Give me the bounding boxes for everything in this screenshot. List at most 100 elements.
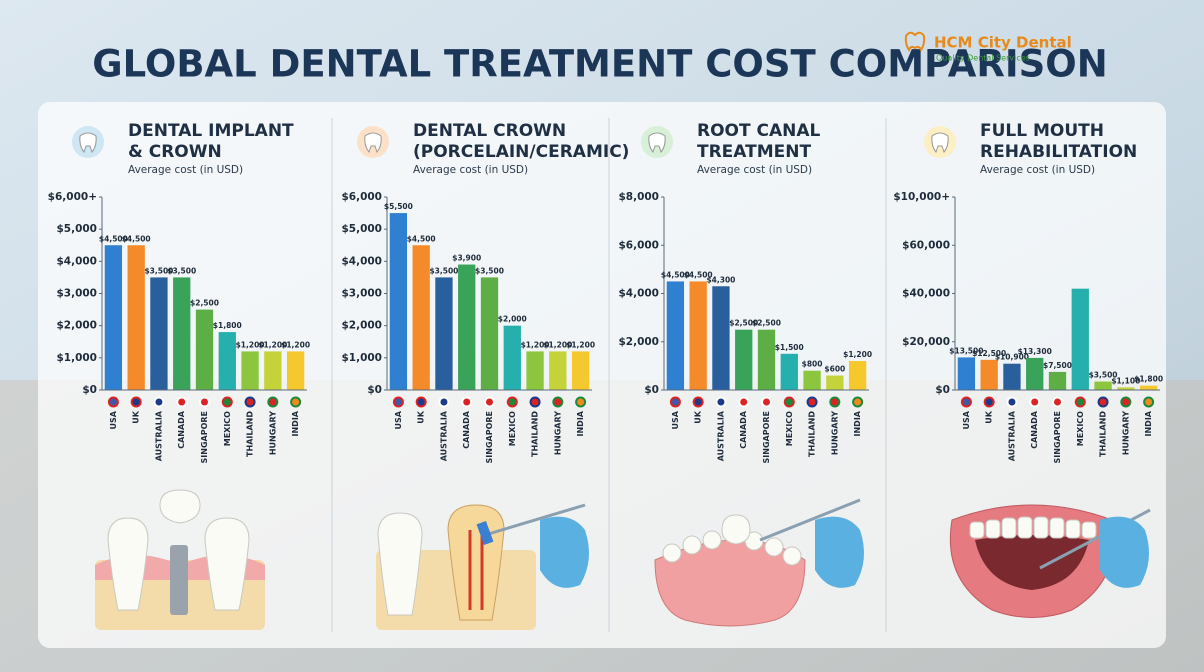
y-tick-label: $60,000	[902, 239, 950, 251]
bar	[826, 375, 844, 390]
flag	[738, 396, 750, 408]
bar	[412, 245, 430, 390]
flag	[852, 396, 864, 408]
chart-title: TREATMENT	[697, 142, 811, 162]
value-label: $4,300	[706, 275, 735, 284]
chart-subtitle: Average cost (in USD)	[413, 164, 528, 176]
value-label: $3,900	[452, 254, 481, 263]
value-label: $3,500	[144, 266, 173, 275]
bar	[286, 351, 305, 390]
flag	[715, 396, 727, 408]
flag	[221, 396, 233, 408]
flag	[529, 396, 541, 408]
bar	[549, 351, 567, 390]
chart-icon-tooth	[648, 132, 666, 154]
value-label: $1,100	[1111, 376, 1140, 385]
y-tick-label: $1,000	[341, 352, 382, 364]
flag	[552, 396, 564, 408]
chart-icon-tooth	[931, 132, 949, 154]
flag	[484, 396, 495, 408]
x-tick-label: INDIA	[291, 410, 300, 436]
x-tick-label: AUSTRALIA	[154, 410, 163, 461]
x-tick-label: THAILAND	[246, 411, 255, 457]
x-tick-label: THAILAND	[1099, 411, 1108, 457]
value-label: $12,500	[972, 349, 1006, 358]
bar	[1071, 288, 1089, 390]
x-tick-label: AUSTRALIA	[1007, 410, 1016, 461]
flag	[267, 396, 279, 408]
x-tick-label: MEXICO	[508, 411, 517, 446]
value-label: $1,800	[1134, 375, 1163, 384]
value-label: $1,200	[236, 340, 265, 349]
flag	[960, 396, 972, 408]
page-title: GLOBAL DENTAL TREATMENT COST COMPARISON	[92, 43, 1107, 86]
logo-tagline: Quality Dental Services	[936, 54, 1030, 63]
bar	[803, 370, 821, 390]
value-label: $13,500	[949, 346, 983, 355]
bar	[735, 329, 753, 390]
flag	[829, 396, 841, 408]
value-label: $2,500	[729, 319, 758, 328]
chart-title: (PORCELAIN/CERAMIC)	[413, 142, 629, 162]
chart-title: DENTAL CROWN	[413, 121, 566, 141]
x-tick-label: INDIA	[576, 410, 585, 436]
y-tick-label: $2,000	[341, 320, 382, 332]
value-label: $10,900	[995, 353, 1029, 362]
chart-title: ROOT CANAL	[697, 121, 821, 141]
bar	[389, 213, 408, 390]
x-tick-label: USA	[394, 410, 403, 429]
value-label: $4,500	[407, 234, 436, 243]
value-label: $1,200	[521, 340, 550, 349]
y-tick-label: $3,000	[341, 288, 382, 300]
x-tick-label: AUSTRALIA	[439, 410, 448, 461]
flag	[290, 396, 302, 408]
chart-subtitle: Average cost (in USD)	[980, 164, 1095, 176]
flag	[1006, 396, 1018, 408]
illustration-root-canal	[654, 498, 864, 627]
x-tick-label: SINGAPORE	[200, 411, 209, 463]
x-tick-label: MEXICO	[785, 411, 794, 446]
y-tick-label: $2,000	[618, 336, 659, 348]
value-label: $2,500	[190, 299, 219, 308]
bar	[712, 286, 730, 390]
bar	[526, 351, 544, 390]
x-tick-label: UK	[694, 410, 703, 423]
y-tick-label: $5,000	[56, 223, 97, 235]
y-tick-label: $4,000	[341, 255, 382, 267]
bar	[780, 353, 798, 390]
y-tick-label: $6,000	[341, 191, 382, 203]
flag	[153, 396, 165, 408]
x-tick-label: HUNGARY	[830, 411, 839, 455]
flag	[1097, 396, 1109, 408]
y-tick-label: $2,000	[56, 320, 97, 332]
flag	[392, 396, 404, 408]
x-tick-label: THAILAND	[808, 411, 817, 457]
flag	[692, 396, 704, 408]
bar	[503, 325, 521, 390]
bar	[104, 245, 123, 390]
chart-icon-tooth	[79, 132, 97, 154]
y-tick-label: $0	[644, 384, 659, 396]
value-label: $1,200	[281, 340, 310, 349]
value-label: $1,800	[213, 321, 242, 330]
value-label: $4,500	[99, 234, 128, 243]
y-tick-label: $6,000	[618, 239, 659, 251]
x-tick-label: AUSTRALIA	[716, 410, 725, 461]
x-tick-label: INDIA	[1144, 410, 1153, 436]
bar	[173, 277, 191, 390]
dividers	[331, 118, 887, 632]
value-label: $5,500	[384, 202, 413, 211]
chart-title: & CROWN	[128, 142, 222, 162]
y-tick-label: $6,000+	[48, 191, 97, 203]
value-label: $1,200	[543, 340, 572, 349]
x-tick-label: HUNGARY	[268, 411, 277, 455]
value-label: $3,500	[429, 266, 458, 275]
value-label: $3,500	[167, 266, 196, 275]
illustration-full-mouth	[949, 504, 1151, 618]
flag	[438, 396, 450, 408]
x-tick-label: INDIA	[853, 410, 862, 436]
bar	[480, 277, 499, 390]
value-label: $1,200	[843, 350, 872, 359]
x-tick-label: UK	[132, 410, 141, 423]
